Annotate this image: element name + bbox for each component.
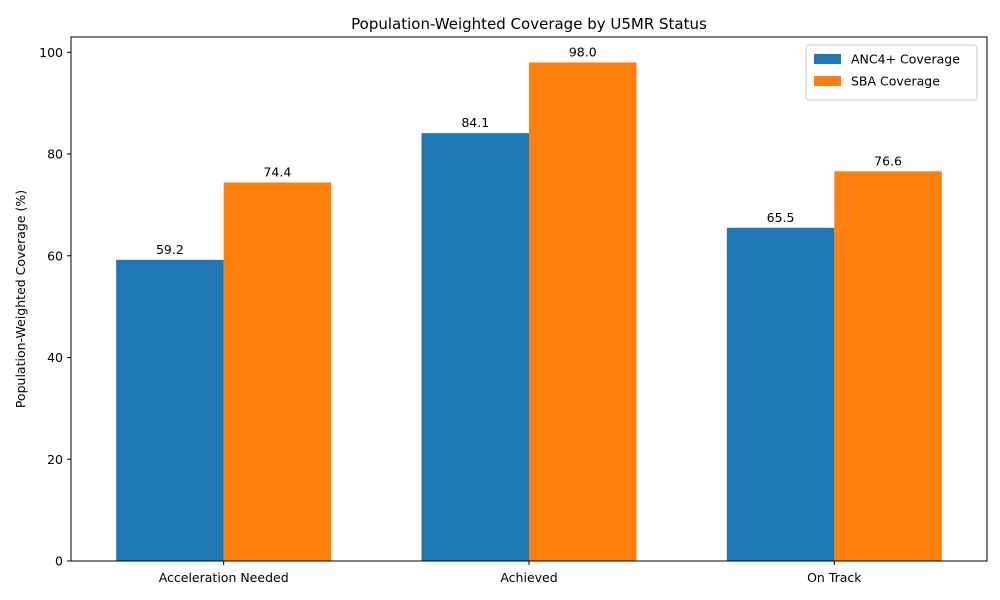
- y-tick-label: 0: [55, 554, 63, 569]
- data-label: 84.1: [461, 115, 489, 130]
- y-tick-label: 40: [47, 350, 63, 365]
- bar: [834, 171, 942, 561]
- y-axis-label: Population-Weighted Coverage (%): [13, 190, 28, 408]
- data-label: 76.6: [874, 153, 902, 168]
- bar: [529, 62, 637, 562]
- legend-swatch: [814, 54, 841, 64]
- y-tick-label: 20: [47, 452, 63, 467]
- legend-label: SBA Coverage: [851, 74, 940, 89]
- data-label: 59.2: [156, 242, 184, 257]
- x-tick-label: Achieved: [500, 570, 557, 585]
- plot-area: 59.2 74.4 Acceleration Needed 84.1 98.0 Achie…: [39, 36, 988, 585]
- bar: [421, 133, 529, 561]
- y-tick-label: 60: [47, 248, 63, 263]
- data-label: 74.4: [263, 164, 291, 179]
- y-tick-label: 100: [39, 45, 63, 60]
- chart-title: Population-Weighted Coverage by U5MR Sta…: [351, 15, 707, 33]
- legend-swatch: [814, 76, 841, 86]
- axes-frame: [70, 36, 988, 562]
- legend-label: ANC4+ Coverage: [851, 52, 960, 67]
- x-tick-label: On Track: [807, 570, 862, 585]
- data-label: 98.0: [569, 44, 597, 59]
- bar: [223, 182, 332, 561]
- x-tick-label: Acceleration Needed: [159, 570, 289, 585]
- data-label: 65.5: [767, 210, 795, 225]
- legend: ANC4+ Coverage SBA Coverage: [805, 44, 978, 101]
- bar: [116, 259, 224, 561]
- legend-box: [805, 44, 978, 101]
- bar: [726, 227, 835, 561]
- y-tick-label: 80: [47, 147, 63, 162]
